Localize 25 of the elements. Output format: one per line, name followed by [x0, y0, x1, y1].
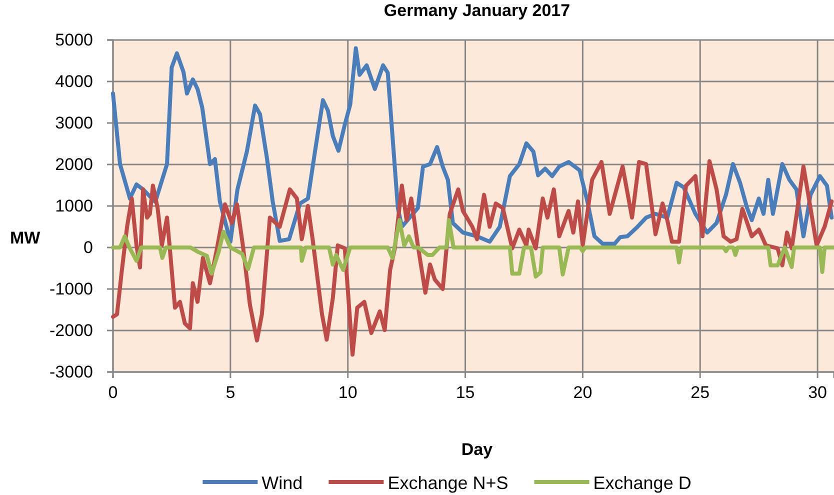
x-tick-label: 30	[808, 383, 828, 402]
legend-label: Exchange N+S	[388, 473, 508, 493]
legend-label: Exchange D	[593, 473, 692, 493]
y-tick-label: 5000	[55, 30, 93, 50]
x-tick-label: 0	[108, 383, 118, 402]
y-tick-label: 3000	[55, 113, 93, 132]
chart-title: Germany January 2017	[384, 1, 570, 20]
legend-label: Wind	[262, 473, 303, 493]
x-tick-label: 5	[226, 383, 236, 402]
x-tick-label: 25	[690, 383, 710, 402]
y-tick-label: 0	[84, 238, 93, 257]
y-tick-label: 4000	[55, 72, 93, 91]
y-tick-label: -1000	[50, 279, 93, 298]
y-tick-label: 2000	[55, 154, 93, 174]
x-axis-title: Day	[461, 440, 494, 459]
line-series	[111, 46, 834, 246]
line-series	[111, 218, 834, 279]
y-tick-label: -2000	[50, 320, 93, 340]
y-tick-label: -3000	[50, 362, 93, 382]
line-series	[111, 159, 834, 357]
y-tick-label: 1000	[55, 196, 93, 216]
x-tick-label: 15	[456, 383, 475, 402]
x-tick-label: 20	[573, 383, 592, 402]
x-tick-label: 10	[338, 383, 358, 402]
y-axis-title: MW	[10, 228, 42, 248]
